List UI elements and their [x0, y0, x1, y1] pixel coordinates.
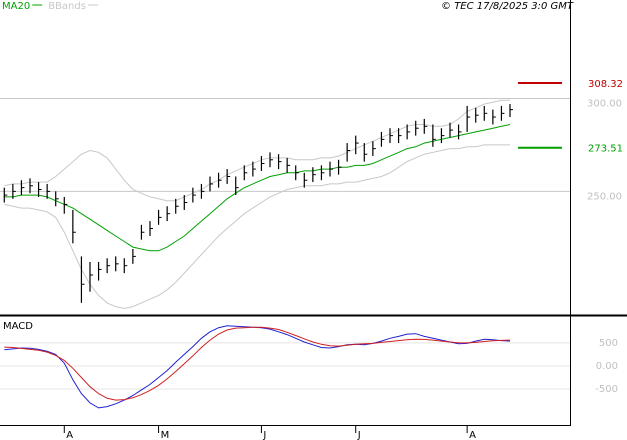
- y-tick-label: 500: [599, 338, 618, 349]
- price-level-label: 308.32: [588, 79, 623, 90]
- bband-upper: [4, 99, 510, 202]
- x-tick-label: A: [469, 430, 476, 440]
- y-tick-label: 0.00: [596, 361, 618, 372]
- ma20-line: [4, 124, 511, 252]
- y-tick-label: -500: [595, 384, 618, 395]
- price-level-label: 273.51: [588, 144, 623, 155]
- y-tick-label: 250.00: [587, 191, 622, 202]
- legend-label: MA20: [2, 1, 30, 12]
- x-tick-label: M: [161, 430, 170, 440]
- legend-label: BBands: [48, 1, 86, 12]
- bband-lower: [4, 144, 510, 309]
- x-tick-label: J: [262, 430, 266, 440]
- x-tick-label: A: [66, 430, 73, 440]
- credit: © TEC 17/8/2025 3:0 GMT: [441, 1, 574, 12]
- macd-title: MACD: [3, 321, 33, 332]
- y-tick-label: 300.00: [587, 98, 622, 109]
- x-tick-label: J: [357, 430, 361, 440]
- macd-line: [4, 326, 511, 401]
